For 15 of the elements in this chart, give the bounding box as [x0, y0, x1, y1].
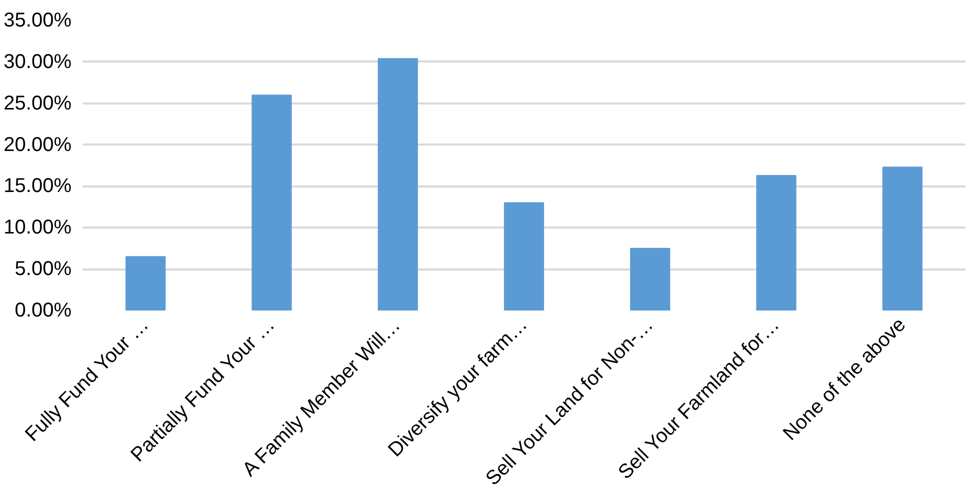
- bar: [378, 58, 418, 310]
- bar: [504, 202, 544, 310]
- y-tick-label: 0.00%: [14, 300, 72, 322]
- y-tick-label: 20.00%: [4, 134, 72, 156]
- y-tick-label: 15.00%: [4, 175, 72, 198]
- y-tick-label: 30.00%: [4, 50, 72, 73]
- y-tick-label: 5.00%: [14, 258, 72, 280]
- y-tick-label: 35.00%: [4, 10, 72, 32]
- y-tick-label: 10.00%: [4, 216, 72, 239]
- bar: [882, 166, 922, 310]
- bar: [252, 94, 292, 310]
- bar: [126, 256, 166, 310]
- bar: [756, 174, 796, 310]
- bar: [630, 248, 670, 310]
- y-tick-label: 25.00%: [4, 92, 72, 114]
